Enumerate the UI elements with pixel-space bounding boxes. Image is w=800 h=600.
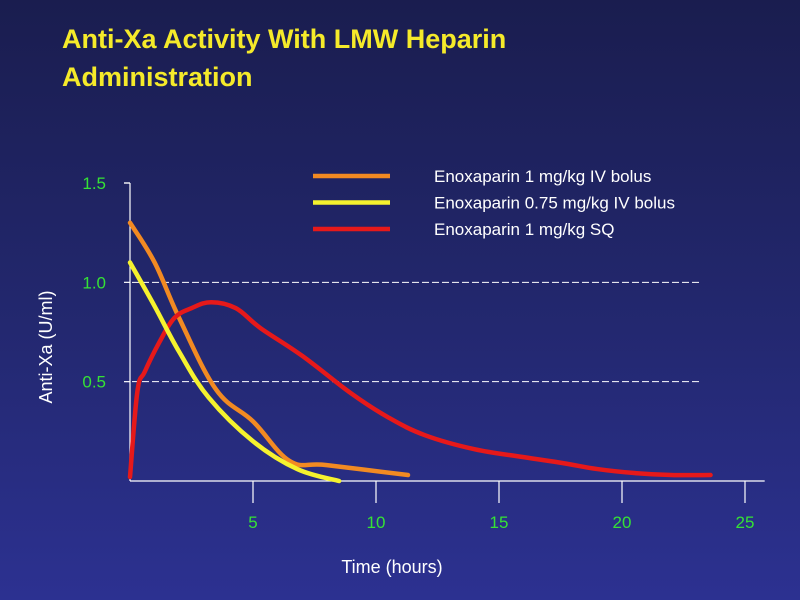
- series-line: [127, 299, 713, 480]
- gridlines: [132, 281, 701, 383]
- series-line: [127, 220, 411, 478]
- series-line: [127, 260, 342, 484]
- y-tick-label: 1.5: [82, 174, 106, 193]
- y-tick-label: 0.5: [82, 373, 106, 392]
- series-lines: [127, 220, 713, 484]
- x-tick-label: 10: [367, 513, 386, 532]
- x-tick-label: 20: [613, 513, 632, 532]
- legend-label: Enoxaparin 1 mg/kg IV bolus: [434, 167, 651, 186]
- slide-title: Anti-Xa Activity With LMW Heparin Admini…: [62, 24, 507, 92]
- y-tick-label: 1.0: [82, 273, 106, 292]
- x-tick-label: 5: [248, 513, 257, 532]
- legend-label: Enoxaparin 1 mg/kg SQ: [434, 220, 614, 239]
- x-tick-label: 15: [490, 513, 509, 532]
- axes: 0.5 1.0 1.5 5 10 15 20 25: [82, 174, 765, 532]
- y-axis-label: Anti-Xa (U/ml): [36, 290, 56, 403]
- legend-label: Enoxaparin 0.75 mg/kg IV bolus: [434, 194, 675, 213]
- x-tick-label: 25: [736, 513, 755, 532]
- x-axis-label: Time (hours): [341, 557, 442, 577]
- legend: Enoxaparin 1 mg/kg IV bolus Enoxaparin 0.…: [313, 167, 675, 239]
